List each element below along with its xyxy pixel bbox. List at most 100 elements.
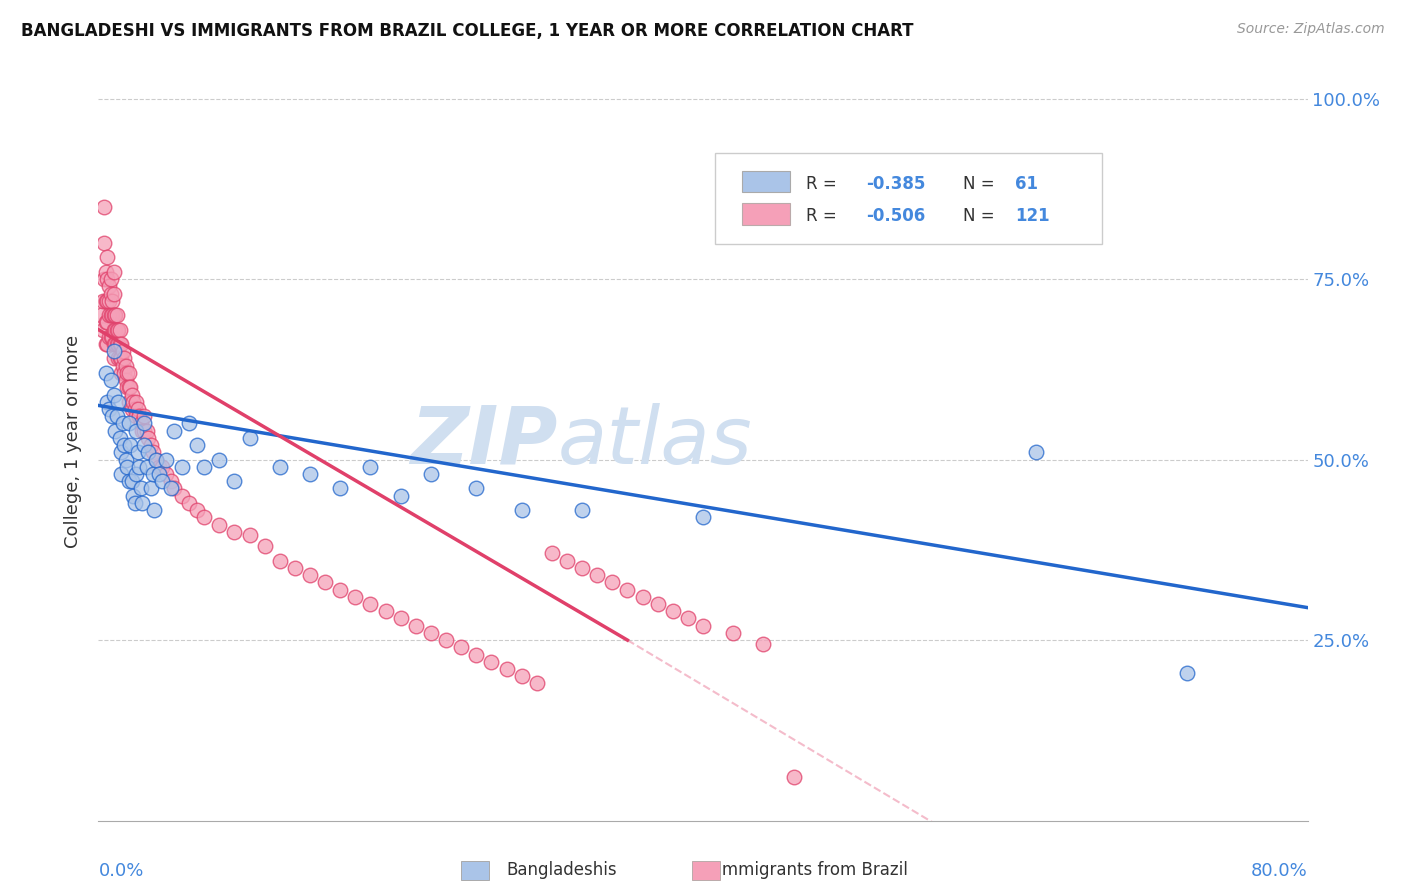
Point <box>128 459 150 474</box>
Point <box>103 286 125 301</box>
Point <box>135 424 157 438</box>
Point <box>107 394 129 409</box>
Point <box>91 323 114 337</box>
Point <box>96 394 118 409</box>
Point <box>127 445 149 459</box>
Text: ZIP: ZIP <box>411 402 558 481</box>
Point <box>284 561 307 575</box>
Point <box>1024 445 1046 459</box>
Point <box>141 438 163 452</box>
FancyBboxPatch shape <box>742 203 790 225</box>
Point <box>208 452 231 467</box>
Point <box>136 431 159 445</box>
Point <box>676 611 699 625</box>
Point <box>465 648 488 662</box>
Point <box>141 482 163 496</box>
Point <box>101 409 124 424</box>
Point <box>112 366 135 380</box>
Point <box>160 475 183 489</box>
Point <box>111 344 134 359</box>
Point <box>224 475 246 489</box>
Point <box>103 308 125 322</box>
Point <box>692 510 714 524</box>
Point <box>110 351 132 366</box>
Point <box>105 337 128 351</box>
Point <box>122 394 145 409</box>
Point <box>110 467 132 481</box>
Point <box>112 351 135 366</box>
Point <box>104 337 127 351</box>
Point <box>616 582 638 597</box>
Point <box>108 323 131 337</box>
Point <box>450 640 472 655</box>
Point <box>105 323 128 337</box>
Point <box>723 626 745 640</box>
Point <box>586 568 609 582</box>
Point <box>104 308 127 322</box>
Point <box>692 618 714 632</box>
Point <box>100 286 122 301</box>
Point <box>186 503 208 517</box>
Point <box>148 467 170 481</box>
FancyBboxPatch shape <box>742 171 790 192</box>
Point <box>110 366 132 380</box>
Point <box>103 337 125 351</box>
Point <box>114 373 136 387</box>
Point <box>93 235 115 250</box>
Point <box>170 459 193 474</box>
Text: 61: 61 <box>1015 175 1038 193</box>
Point <box>94 337 117 351</box>
Text: Source: ZipAtlas.com: Source: ZipAtlas.com <box>1237 22 1385 37</box>
Y-axis label: College, 1 year or more: College, 1 year or more <box>65 335 83 548</box>
Point <box>96 251 118 265</box>
Point <box>465 482 488 496</box>
Point <box>96 272 118 286</box>
Point <box>108 431 131 445</box>
Point <box>631 590 654 604</box>
Point <box>208 517 231 532</box>
Point <box>103 387 125 401</box>
Point <box>510 669 533 683</box>
Point <box>389 611 412 625</box>
Point <box>434 633 457 648</box>
Point <box>148 459 170 474</box>
Point <box>103 351 125 366</box>
Point <box>145 452 167 467</box>
Point <box>143 503 166 517</box>
Point <box>752 637 775 651</box>
Text: 80.0%: 80.0% <box>1251 863 1308 880</box>
Point <box>118 366 141 380</box>
Point <box>115 459 138 474</box>
Point <box>155 467 177 481</box>
Point <box>125 467 148 481</box>
Point <box>94 315 117 329</box>
Point <box>160 482 183 496</box>
Point <box>131 424 153 438</box>
Point <box>98 402 121 417</box>
Point <box>344 590 367 604</box>
Text: -0.506: -0.506 <box>866 207 925 226</box>
Point <box>329 482 352 496</box>
Text: Bangladeshis: Bangladeshis <box>506 861 617 879</box>
Point <box>100 272 122 286</box>
Point <box>111 359 134 373</box>
Text: R =: R = <box>806 175 842 193</box>
Point <box>94 366 117 380</box>
Point <box>127 402 149 417</box>
Point <box>186 438 208 452</box>
Point <box>124 402 146 417</box>
Point <box>98 330 121 344</box>
Point <box>131 496 153 510</box>
Point <box>121 402 143 417</box>
Point <box>136 445 159 459</box>
Point <box>132 424 155 438</box>
Point <box>118 417 141 431</box>
Point <box>104 323 127 337</box>
Point <box>571 503 593 517</box>
Point <box>420 626 443 640</box>
Point <box>239 431 262 445</box>
Point <box>129 417 152 431</box>
Point <box>481 655 503 669</box>
Point <box>101 308 124 322</box>
Point <box>120 380 142 394</box>
